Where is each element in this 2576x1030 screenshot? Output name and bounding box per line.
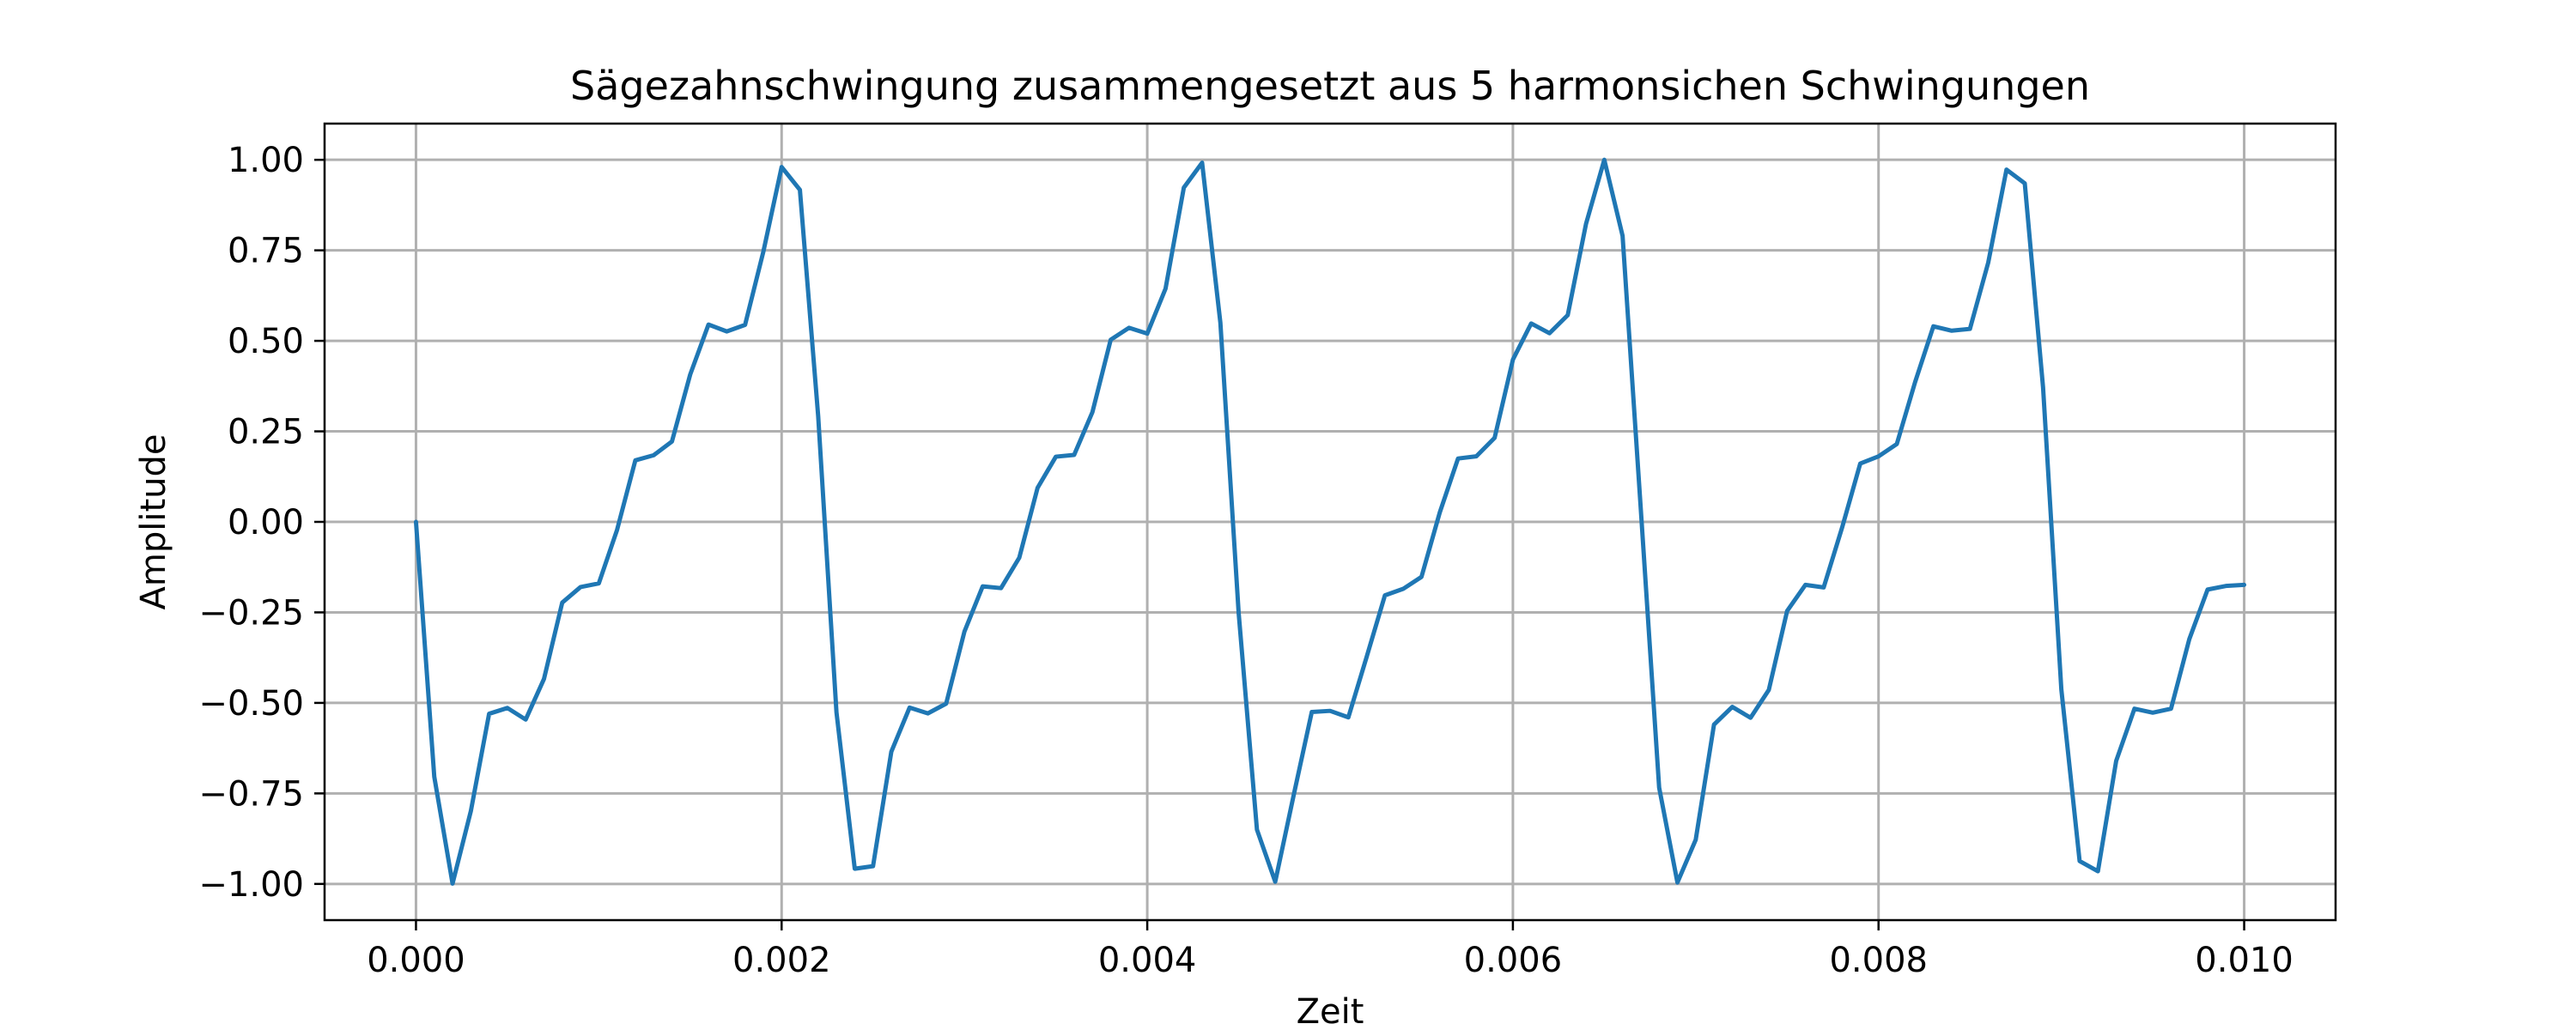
series-line-0: [413, 157, 2247, 886]
y-tick-label: −1.00: [198, 865, 304, 905]
ticks: 0.000 0.002 0.004 0.006 0.008 0.010 1.00 0.75 0.…: [198, 141, 2293, 980]
y-tick-label: 0.50: [228, 322, 304, 361]
y-tick-label: −0.50: [198, 684, 304, 724]
x-tick-label: 0.000: [367, 941, 465, 980]
y-tick-label: 0.75: [228, 232, 304, 271]
chart-title: Sägezahnschwingung zusammengesetzt aus 5…: [570, 63, 2090, 109]
x-tick-label: 0.006: [1464, 941, 1563, 980]
y-tick-label: −0.25: [198, 593, 304, 633]
series-layer: [413, 157, 2247, 886]
y-tick-label: 1.00: [228, 141, 304, 180]
y-tick-label: 0.00: [228, 503, 304, 542]
x-tick-label: 0.002: [732, 941, 831, 980]
x-tick-label: 0.004: [1098, 941, 1197, 980]
x-tick-label: 0.010: [2195, 941, 2293, 980]
grid: [325, 124, 2336, 920]
y-tick-label: 0.25: [228, 413, 304, 452]
x-tick-label: 0.008: [1829, 941, 1928, 980]
y-tick-label: −0.75: [198, 774, 304, 814]
y-axis-label: Amplitude: [134, 434, 173, 610]
x-axis-label: Zeit: [1297, 992, 1364, 1030]
